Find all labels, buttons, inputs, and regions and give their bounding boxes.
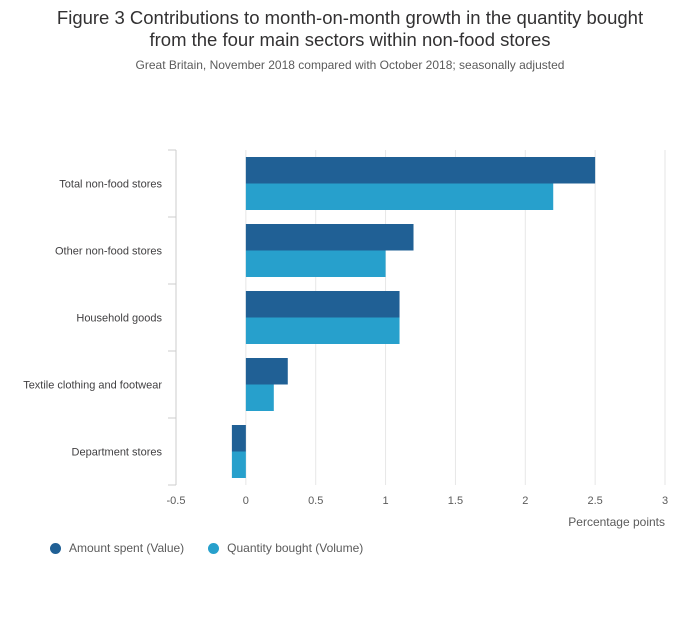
legend-item-value[interactable]: Amount spent (Value) [50,541,184,555]
x-tick-label: 2.5 [587,495,602,507]
bars [231,157,596,478]
bar-volume [245,317,400,344]
y-tick-label: Department stores [72,447,163,459]
y-axis: Total non-food stores Other non-food stor… [23,149,177,486]
bar-value [245,291,400,318]
x-tick-label: 3 [662,495,668,507]
bar-value [231,425,246,452]
chart-title-line-1: Figure 3 Contributions to month-on-month… [56,7,644,28]
chart-subtitle: Great Britain, November 2018 compared wi… [135,58,565,72]
bar-value [245,157,596,184]
legend: Amount spent (Value) Quantity bought (Vo… [50,541,363,555]
bar-volume [245,183,554,210]
x-tick-label: 0 [243,495,249,507]
x-tick-label: 0.5 [308,495,323,507]
bar-volume [231,451,246,478]
bar-value [245,224,414,251]
x-tick-label: -0.5 [167,495,186,507]
y-tick-label: Other non-food stores [55,246,163,258]
bar-value [245,358,288,385]
x-axis-label: Percentage points [568,515,665,529]
bar-volume [245,250,386,277]
x-axis: -0.5 0 0.5 1 1.5 2 2.5 3 [167,495,669,507]
chart-title: Figure 3 Contributions to month-on-month… [0,7,700,51]
x-tick-label: 2 [522,495,528,507]
y-tick-label: Total non-food stores [59,179,162,191]
x-tick-label: 1 [383,495,389,507]
y-tick-label: Textile clothing and footwear [23,380,162,392]
legend-label-volume: Quantity bought (Volume) [227,541,364,555]
legend-label-value: Amount spent (Value) [69,541,185,555]
y-tick-label: Household goods [76,313,162,325]
x-tick-label: 1.5 [448,495,463,507]
legend-item-volume[interactable]: Quantity bought (Volume) [208,541,363,555]
chart-title-line-2: from the four main sectors within non-fo… [149,29,551,50]
legend-swatch-value-icon [50,542,61,554]
legend-swatch-volume-icon [208,542,220,554]
bar-volume [245,384,274,411]
